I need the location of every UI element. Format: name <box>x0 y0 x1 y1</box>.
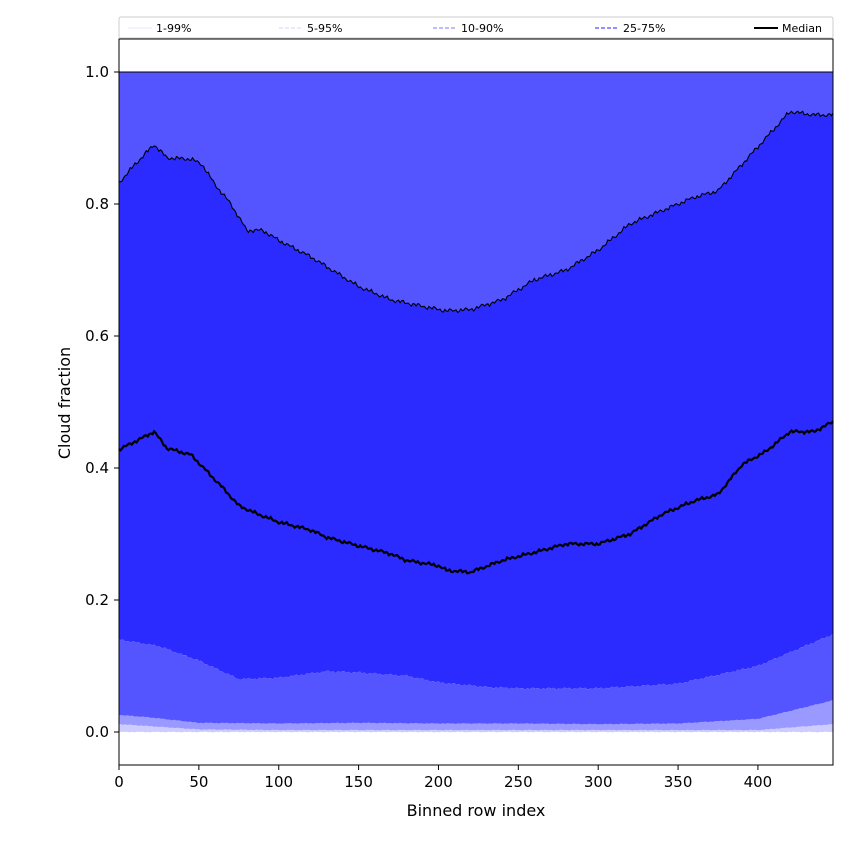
legend-label: 5-95% <box>307 22 342 35</box>
legend-label: 10-90% <box>461 22 503 35</box>
y-axis-title: Cloud fraction <box>55 347 74 459</box>
y-tick-label: 0.4 <box>85 459 109 477</box>
x-tick-label: 300 <box>584 773 613 791</box>
x-tick-label: 50 <box>189 773 208 791</box>
x-axis-title: Binned row index <box>407 801 546 820</box>
x-tick-label: 250 <box>504 773 533 791</box>
line-median <box>118 420 834 575</box>
x-tick-label: 100 <box>264 773 293 791</box>
line-q75 <box>118 110 834 313</box>
band-25-75 <box>119 111 833 690</box>
plot-frame <box>118 38 834 766</box>
x-tick-label: 350 <box>664 773 693 791</box>
x-tick-label: 200 <box>424 773 453 791</box>
x-tick-label: 0 <box>114 773 124 791</box>
legend-label: 1-99% <box>156 22 191 35</box>
y-tick-label: 0.0 <box>85 723 109 741</box>
y-tick-label: 0.8 <box>85 195 109 213</box>
x-tick-label: 150 <box>344 773 373 791</box>
ticks-layer: 0 50 100 150 200 250 300 350 400 0.0 0.2 0.4 0.6 0.8 1… <box>85 63 772 791</box>
y-tick-label: 0.2 <box>85 591 109 609</box>
legend-label: 25-75% <box>623 22 665 35</box>
band-upper-10-90 <box>119 72 833 313</box>
band-10-90 <box>119 634 833 725</box>
y-tick-label: 0.6 <box>85 327 109 345</box>
axes-layer <box>118 38 834 766</box>
band-layer <box>119 72 833 733</box>
legend-label: Median <box>782 22 822 35</box>
y-tick-label: 1.0 <box>85 63 109 81</box>
legend: 1-99% 5-95% 10-90% 25-75% Median <box>118 16 834 39</box>
legend-box <box>118 16 834 39</box>
line-layer <box>118 71 834 575</box>
x-tick-label: 400 <box>744 773 773 791</box>
